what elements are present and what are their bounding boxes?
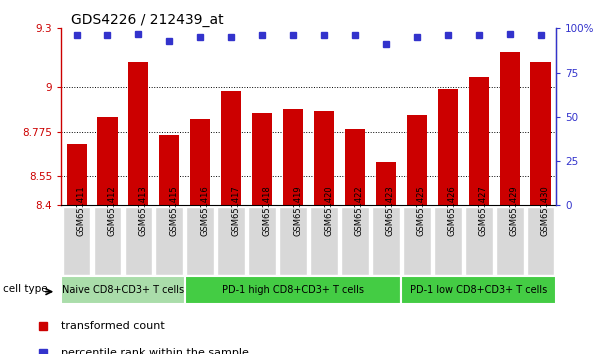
Text: GSM651417: GSM651417 xyxy=(231,185,240,236)
Text: GSM651430: GSM651430 xyxy=(541,185,549,236)
Text: GSM651411: GSM651411 xyxy=(76,185,86,236)
Text: GDS4226 / 212439_at: GDS4226 / 212439_at xyxy=(71,13,224,27)
Bar xyxy=(97,117,117,205)
FancyBboxPatch shape xyxy=(465,207,492,275)
FancyBboxPatch shape xyxy=(403,207,431,275)
FancyBboxPatch shape xyxy=(341,207,369,275)
FancyBboxPatch shape xyxy=(218,207,245,275)
Text: GSM651412: GSM651412 xyxy=(108,185,117,236)
Bar xyxy=(128,62,148,205)
Bar xyxy=(500,52,520,205)
FancyBboxPatch shape xyxy=(496,207,524,275)
Text: GSM651429: GSM651429 xyxy=(510,185,519,236)
FancyBboxPatch shape xyxy=(248,207,276,275)
Bar xyxy=(469,78,489,205)
Text: GSM651418: GSM651418 xyxy=(262,185,271,236)
Text: GSM651419: GSM651419 xyxy=(293,185,302,236)
FancyBboxPatch shape xyxy=(185,276,401,304)
FancyBboxPatch shape xyxy=(63,207,90,275)
Text: GSM651422: GSM651422 xyxy=(355,185,364,236)
Text: Naive CD8+CD3+ T cells: Naive CD8+CD3+ T cells xyxy=(62,285,184,295)
Text: PD-1 high CD8+CD3+ T cells: PD-1 high CD8+CD3+ T cells xyxy=(222,285,364,295)
FancyBboxPatch shape xyxy=(310,207,338,275)
Bar xyxy=(314,111,334,205)
Bar xyxy=(345,129,365,205)
FancyBboxPatch shape xyxy=(93,207,122,275)
FancyBboxPatch shape xyxy=(155,207,183,275)
Bar xyxy=(67,144,87,205)
Text: cell type: cell type xyxy=(3,284,48,294)
FancyBboxPatch shape xyxy=(434,207,462,275)
Text: GSM651416: GSM651416 xyxy=(200,185,210,236)
Text: GSM651425: GSM651425 xyxy=(417,185,426,236)
FancyBboxPatch shape xyxy=(527,207,554,275)
Bar xyxy=(376,162,396,205)
Text: PD-1 low CD8+CD3+ T cells: PD-1 low CD8+CD3+ T cells xyxy=(410,285,547,295)
FancyBboxPatch shape xyxy=(61,276,185,304)
Text: transformed count: transformed count xyxy=(61,321,165,331)
FancyBboxPatch shape xyxy=(279,207,307,275)
FancyBboxPatch shape xyxy=(125,207,152,275)
Text: GSM651413: GSM651413 xyxy=(139,185,147,236)
Bar xyxy=(252,113,273,205)
Bar xyxy=(190,119,210,205)
Text: GSM651427: GSM651427 xyxy=(478,185,488,236)
Text: GSM651426: GSM651426 xyxy=(448,185,457,236)
FancyBboxPatch shape xyxy=(372,207,400,275)
FancyBboxPatch shape xyxy=(401,276,556,304)
Text: percentile rank within the sample: percentile rank within the sample xyxy=(61,348,249,354)
Bar xyxy=(221,91,241,205)
Text: GSM651420: GSM651420 xyxy=(324,185,333,236)
Bar xyxy=(159,135,180,205)
Text: GSM651415: GSM651415 xyxy=(169,185,178,236)
Bar xyxy=(283,109,303,205)
FancyBboxPatch shape xyxy=(186,207,214,275)
Bar xyxy=(407,115,427,205)
Text: GSM651423: GSM651423 xyxy=(386,185,395,236)
Bar xyxy=(437,89,458,205)
Bar xyxy=(530,62,551,205)
